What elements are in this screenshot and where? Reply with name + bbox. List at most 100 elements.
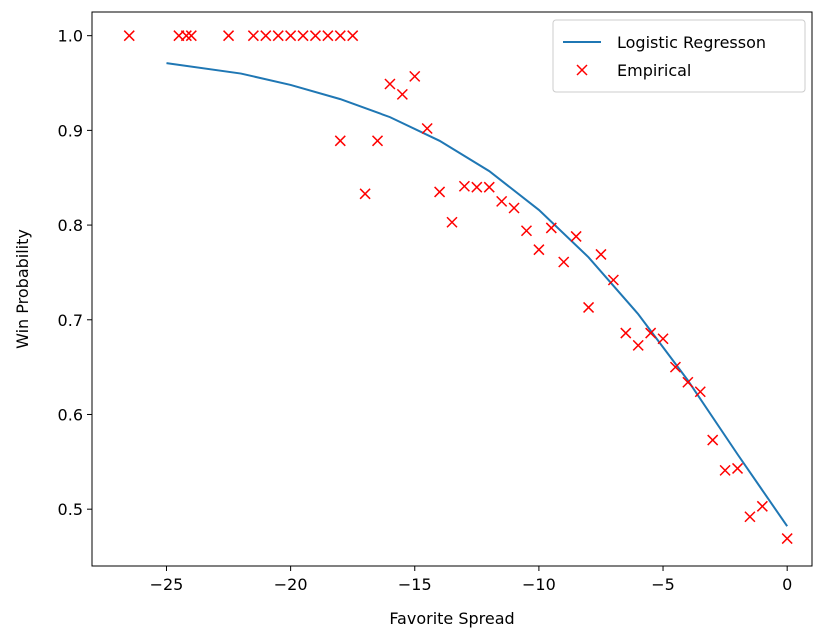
marker-stroke [583,301,595,313]
marker-stroke [508,202,520,214]
empirical-point [396,88,408,100]
marker-stroke [607,274,619,286]
marker-stroke [347,30,359,42]
empirical-point [483,181,495,193]
marker-stroke [446,216,458,228]
empirical-point [632,339,644,351]
marker-stroke [334,30,346,42]
y-tick-label: 0.5 [58,500,83,519]
empirical-point [458,180,470,192]
marker-stroke [434,186,446,198]
marker-stroke [620,327,632,339]
y-tick-label: 0.7 [58,311,83,330]
empirical-point [607,274,619,286]
marker-stroke [744,511,756,523]
empirical-point [371,135,384,147]
marker-stroke [520,225,533,237]
empirical-point [496,195,508,207]
empirical-point [384,78,396,90]
empirical-point [570,230,582,242]
marker-stroke [334,135,346,147]
empirical-point [409,70,421,82]
empirical-point [309,30,321,42]
y-tick-label: 0.8 [58,216,83,235]
marker-stroke [409,70,421,82]
empirical-point [123,30,135,42]
marker-stroke [632,339,644,351]
marker-stroke [496,195,508,207]
legend-marker-swatch [576,64,588,76]
empirical-point [180,30,192,42]
empirical-point [421,122,433,135]
empirical-point [297,30,309,42]
line-series-layer [166,62,788,527]
y-tick-label: 1.0 [58,27,83,46]
empirical-point [781,533,793,545]
marker-stroke [669,361,681,373]
empirical-point [322,30,334,42]
empirical-point [744,511,756,523]
legend-box [552,19,806,93]
empirical-point [731,462,744,474]
axes [91,11,813,567]
x-axis-label: Favorite Spread [389,609,514,628]
x-tick-label: −10 [522,575,556,594]
empirical-point [520,225,533,237]
tick-layer: −25 −20 −15 −10 −5 0 0.5 0.6 0.7 0.8 0.9 1.0 [58,27,793,594]
marker-stroke [396,88,408,100]
marker-stroke [123,30,135,42]
marker-stroke [471,181,483,193]
empirical-point [620,327,632,339]
y-axis-label: Win Probability [13,229,32,349]
marker-stroke [185,30,197,42]
marker-stroke [458,180,470,192]
x-tick-label: −5 [651,575,675,594]
empirical-point [471,181,483,193]
marker-stroke [322,30,334,42]
empirical-point [334,135,346,147]
marker-stroke [359,188,371,200]
empirical-point [669,361,681,373]
marker-stroke [180,30,192,42]
marker-stroke [756,500,768,512]
marker-stroke [384,78,396,90]
marker-stroke [595,248,607,260]
marker-stroke [645,327,657,339]
x-tick-label: −20 [274,575,308,594]
legend-entry-logistic-regression: Logistic Regresson [617,33,766,52]
marker-stroke [570,230,582,242]
marker-stroke [260,30,272,42]
empirical-point [347,30,359,42]
x-tick-label: −25 [150,575,184,594]
empirical-point [434,186,446,198]
empirical-point [508,202,520,214]
empirical-point [446,216,458,228]
empirical-point [285,30,297,42]
marker-stroke [421,122,433,135]
empirical-point [595,248,607,260]
empirical-point [533,244,545,256]
legend-entry-empirical: Empirical [617,61,691,80]
axes-frame [91,11,813,567]
empirical-point [359,188,371,200]
legend-marker-stroke [576,64,588,76]
marker-stroke [682,376,694,388]
y-tick-label: 0.9 [58,121,83,140]
empirical-point [185,30,197,42]
empirical-point [657,333,669,345]
empirical-point [247,30,259,42]
marker-stroke [533,244,545,256]
empirical-point [334,30,346,42]
scatter-series-layer [123,30,793,545]
empirical-point [694,386,706,398]
empirical-point [719,464,731,476]
marker-stroke [223,30,235,42]
empirical-point [583,301,595,313]
marker-stroke [309,30,321,42]
marker-stroke [272,30,284,42]
legend: Logistic Regresson Empirical [552,19,806,93]
empirical-point [260,30,272,42]
y-tick-label: 0.6 [58,405,83,424]
empirical-point [558,256,570,268]
